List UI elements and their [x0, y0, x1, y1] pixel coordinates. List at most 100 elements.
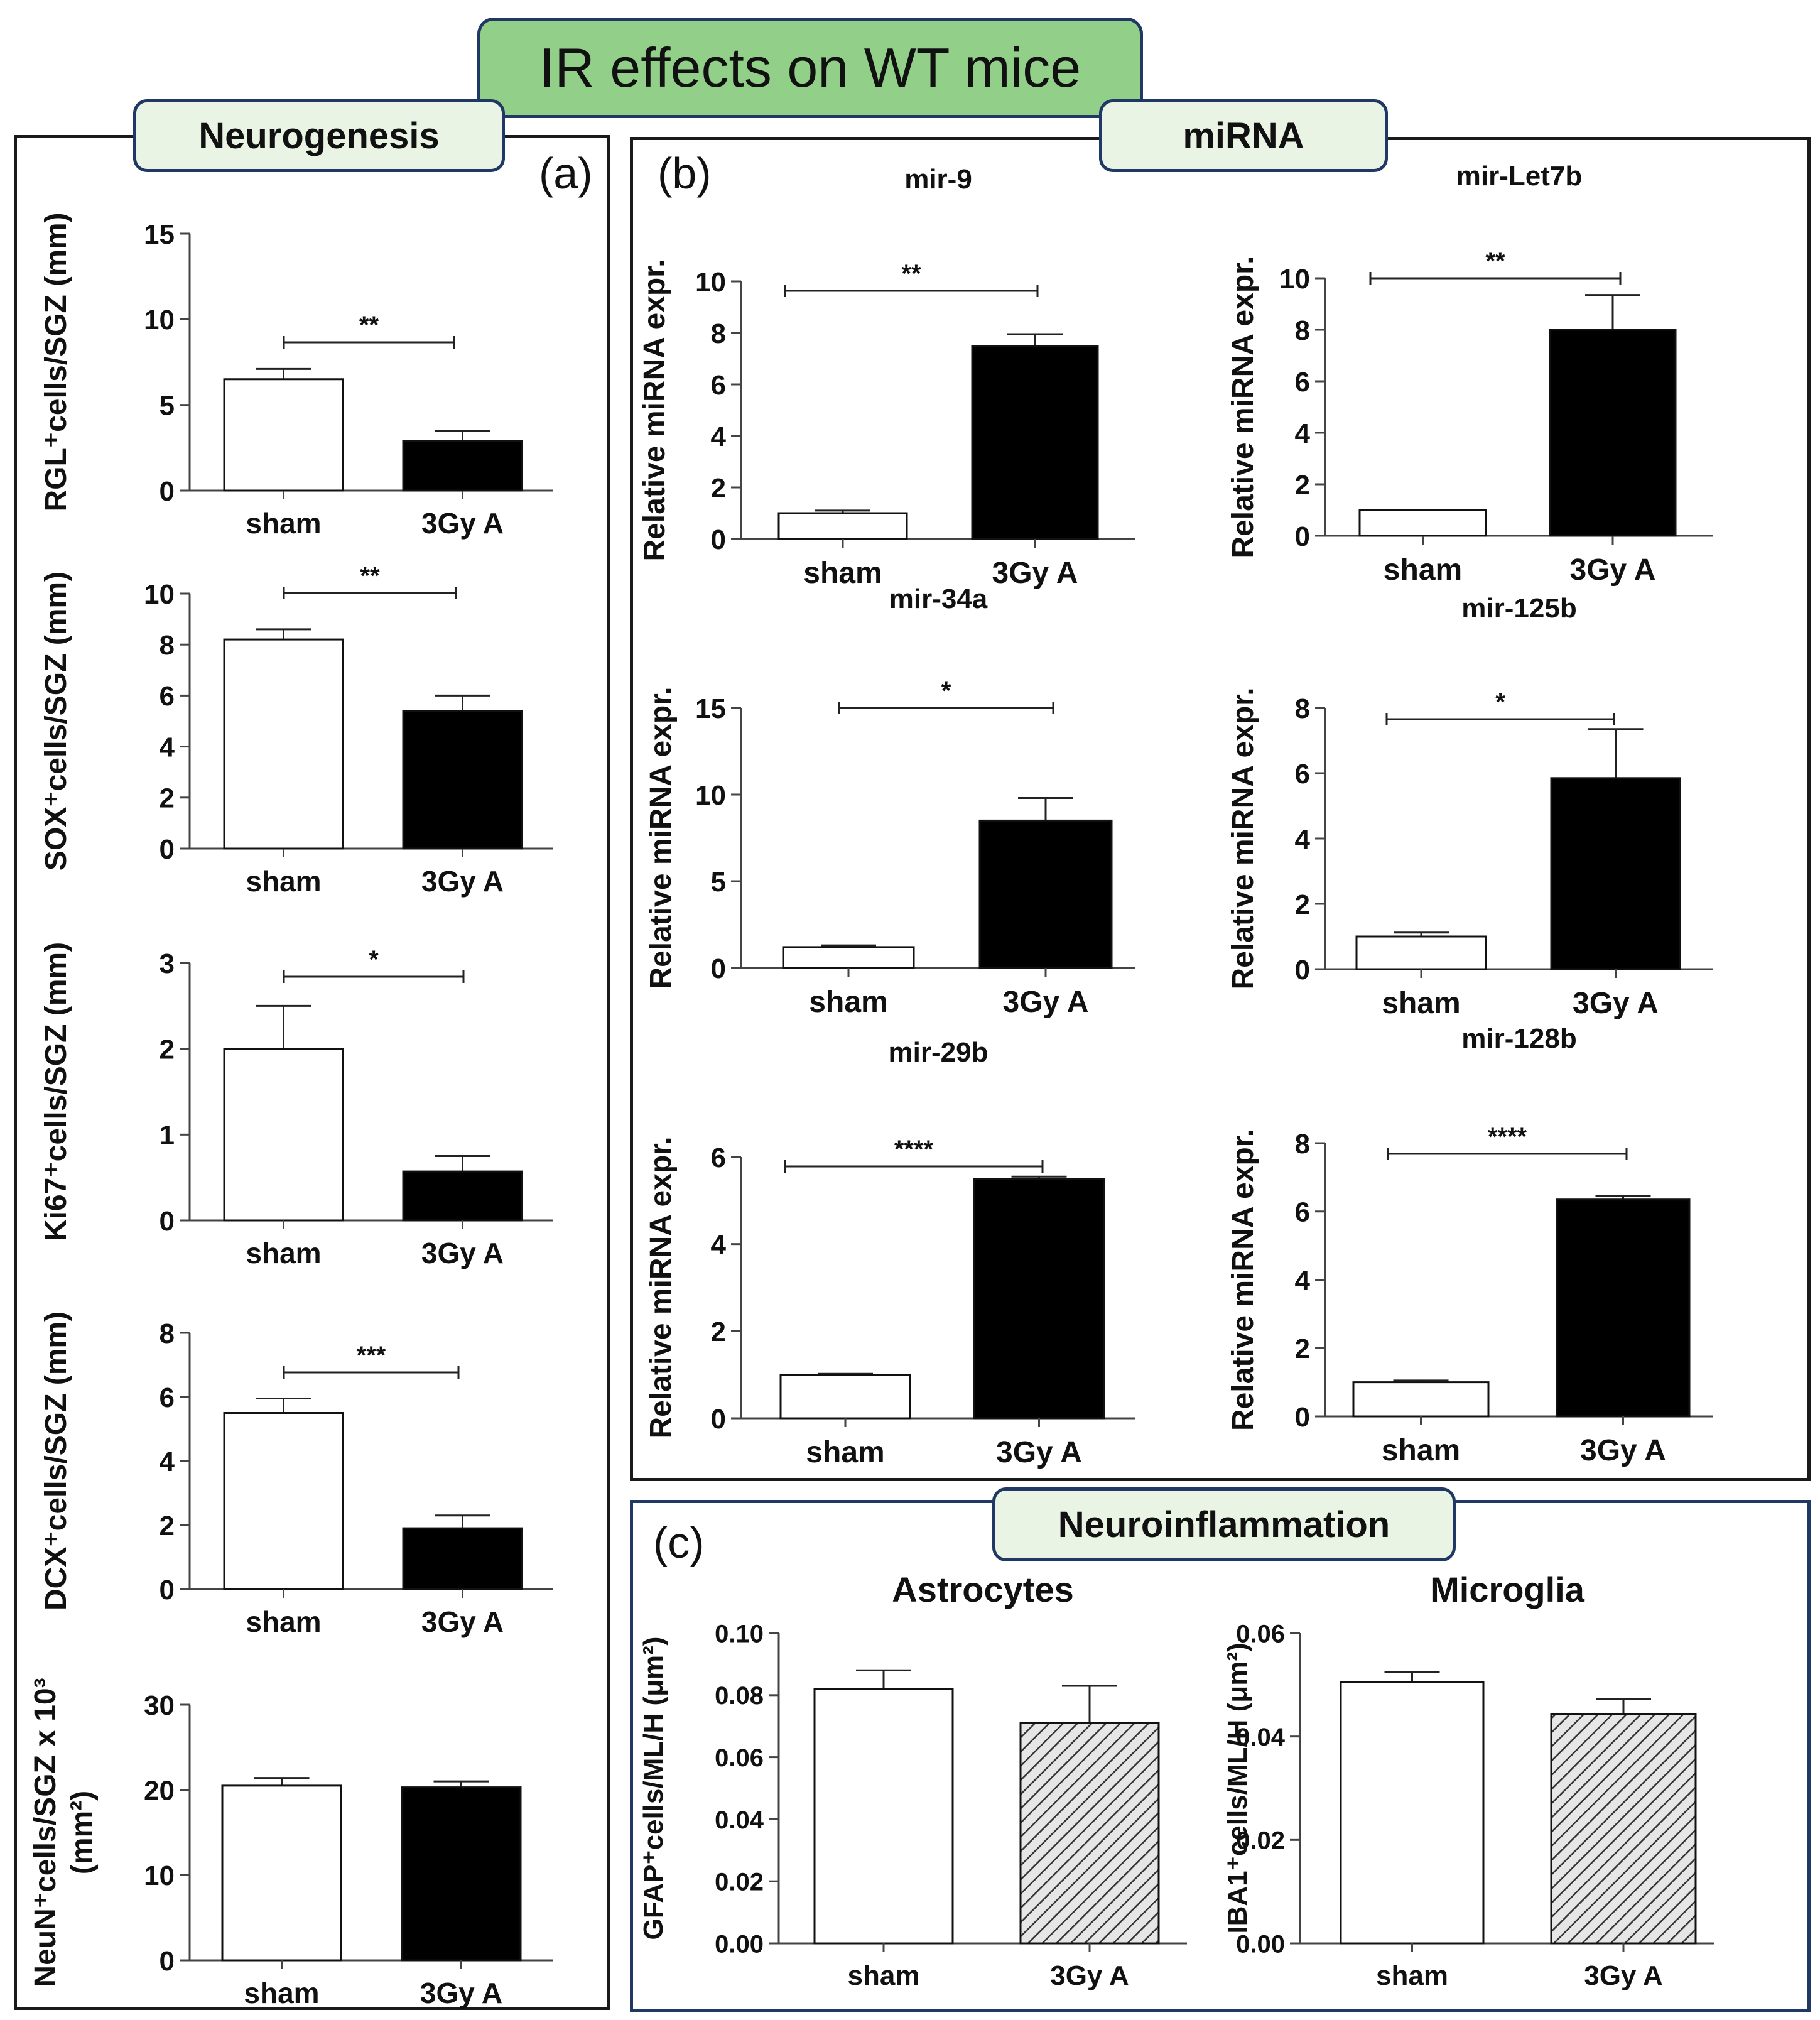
chart-title: mir-29b — [889, 1037, 989, 1068]
x-tick-label: sham — [246, 1605, 321, 1638]
y-tick-label: 15 — [695, 693, 726, 724]
y-tick-label: 10 — [1279, 264, 1310, 295]
y-tick-label: 6 — [160, 681, 175, 712]
y-tick-label: 0 — [711, 1404, 726, 1435]
x-tick-label: sham — [244, 1977, 319, 2009]
bar-3gy-a — [402, 1527, 523, 1590]
y-axis-label: SOX⁺cells/SGZ (mm) — [40, 572, 73, 871]
y-tick-label: 2 — [160, 783, 175, 814]
x-tick-label: sham — [1376, 1960, 1448, 1991]
x-tick-label: sham — [806, 1436, 884, 1469]
y-tick-label: 0.00 — [715, 1930, 764, 1958]
y-tick-label: 4 — [711, 421, 727, 452]
chart-neun: 0 10 20 30 sham 3Gy A NeuN⁺cells/SGZ x 10³ (mm²… — [29, 1678, 553, 2009]
chart-title: mir-9 — [904, 164, 972, 195]
y-tick-label: 8 — [711, 318, 726, 349]
y-axis-label: GFAP⁺cells/ML/H (μm²) — [638, 1637, 669, 1940]
y-axis-label: DCX⁺cells/SGZ (mm) — [40, 1311, 73, 1610]
bar-sham — [777, 512, 908, 540]
y-tick-label: 0.00 — [1236, 1930, 1285, 1958]
chart-mir125b: mir-125b 0 2 4 6 8 sham 3Gy A * Relative miRNA ex… — [1227, 593, 1713, 1020]
y-tick-label: 2 — [1295, 470, 1310, 501]
figure-title: IR effects on WT mice — [477, 18, 1143, 118]
chart-let7b: mir-Let7b 0 2 4 6 8 10 sham 3Gy A ** Relative miRN… — [1227, 161, 1713, 587]
y-tick-label: 4 — [1295, 824, 1311, 855]
y-tick-label: 6 — [1295, 367, 1310, 398]
y-tick-label: 0.08 — [715, 1682, 764, 1710]
y-tick-label: 8 — [1295, 693, 1310, 724]
y-tick-label: 0.06 — [1236, 1620, 1285, 1648]
panel-label-c: (c) — [653, 1518, 705, 1567]
chart-mir34a: mir-34a 0 5 10 15 sham 3Gy A * Relative miRNA ex… — [644, 584, 1135, 1019]
y-tick-label: 10 — [695, 267, 726, 298]
chart-dcx: 0 2 4 6 8 sham 3Gy A *** DCX⁺cells/SGZ (mm) — [40, 1311, 553, 1638]
bar-sham — [782, 946, 915, 969]
y-tick-label: 8 — [160, 1318, 175, 1349]
x-tick-label: 3Gy A — [1584, 1960, 1663, 1991]
bar-sham — [1340, 1681, 1485, 1945]
y-tick-label: 2 — [160, 1034, 175, 1065]
y-tick-label: 10 — [144, 1860, 175, 1891]
y-tick-label: 2 — [1295, 1333, 1310, 1364]
significance-label: ** — [359, 312, 379, 339]
y-tick-label: 0 — [1295, 521, 1310, 552]
y-axis-label: Relative miRNA expr. — [1227, 687, 1260, 989]
y-tick-label: 6 — [711, 370, 726, 401]
y-tick-label: 0 — [160, 1206, 175, 1237]
y-tick-label: 10 — [144, 579, 175, 610]
x-tick-label: sham — [246, 507, 321, 540]
x-tick-label: sham — [1384, 553, 1462, 587]
x-tick-label: 3Gy A — [1050, 1960, 1129, 1991]
significance-label: **** — [1488, 1123, 1527, 1151]
chart-micro: Microglia 0.00 0.02 0.04 0.06 sham 3Gy A IBA1⁺c… — [1222, 1570, 1714, 1991]
x-tick-label: sham — [1382, 1434, 1460, 1467]
y-tick-label: 0 — [1295, 1402, 1310, 1433]
y-tick-label: 0.06 — [715, 1744, 764, 1772]
bar-sham — [1352, 1381, 1490, 1418]
chart-ki67: 0 1 2 3 sham 3Gy A * Ki67⁺cells/SGZ (mm) — [40, 942, 553, 1269]
significance-label: ** — [1485, 247, 1505, 275]
y-tick-label: 0 — [711, 953, 726, 984]
y-tick-label: 8 — [1295, 315, 1310, 346]
chart-title: mir-34a — [889, 584, 988, 614]
x-tick-label: 3Gy A — [420, 1977, 502, 2009]
y-tick-label: 8 — [1295, 1129, 1310, 1159]
y-tick-label: 0 — [160, 1946, 175, 1977]
y-axis-label: Relative miRNA expr. — [1227, 256, 1260, 558]
y-tick-label: 10 — [695, 780, 726, 811]
chart-rgl: 0 5 10 15 sham 3Gy A ** RGL⁺cells/SGZ (mm) — [40, 212, 553, 540]
bar-sham — [223, 638, 344, 850]
bar-sham — [221, 1784, 342, 1962]
y-axis-label-line2: (mm²) — [65, 1791, 99, 1874]
significance-label: * — [941, 677, 951, 705]
panel-label-a: (a) — [539, 149, 593, 198]
chart-title: Microglia — [1430, 1570, 1585, 1609]
y-tick-label: 0.04 — [1236, 1724, 1286, 1751]
section-tag-neuroinflammation: Neuroinflammation — [992, 1487, 1456, 1561]
bar-sham — [223, 378, 344, 492]
section-tag-neurogenesis: Neurogenesis — [133, 99, 505, 172]
y-tick-label: 2 — [711, 1317, 726, 1347]
y-tick-label: 0 — [711, 524, 726, 555]
section-tag-mirna: miRNA — [1099, 99, 1388, 172]
y-axis-label: RGL⁺cells/SGZ (mm) — [40, 212, 73, 511]
bar-sham — [1355, 935, 1487, 970]
chart-mir29b: mir-29b 0 2 4 6 sham 3Gy A **** Relative miRNA e… — [644, 1037, 1135, 1469]
y-tick-label: 6 — [1295, 759, 1310, 790]
y-tick-label: 6 — [160, 1382, 175, 1413]
x-tick-label: 3Gy A — [421, 865, 504, 898]
x-tick-label: 3Gy A — [992, 557, 1078, 590]
x-tick-label: sham — [1382, 987, 1460, 1020]
significance-label: **** — [894, 1136, 934, 1163]
bar-sham — [779, 1374, 911, 1420]
chart-title: mir-128b — [1461, 1023, 1576, 1054]
bar-sham — [223, 1048, 344, 1222]
y-tick-label: 6 — [711, 1143, 726, 1173]
x-tick-label: 3Gy A — [421, 1605, 504, 1638]
bar-sham — [813, 1688, 954, 1945]
significance-label: * — [1495, 688, 1505, 716]
significance-label: * — [369, 946, 379, 974]
bar-3gy-a — [402, 440, 523, 492]
chart-mir9: mir-9 0 2 4 6 8 10 sham 3Gy A ** Relative miRNA ex… — [638, 164, 1135, 590]
